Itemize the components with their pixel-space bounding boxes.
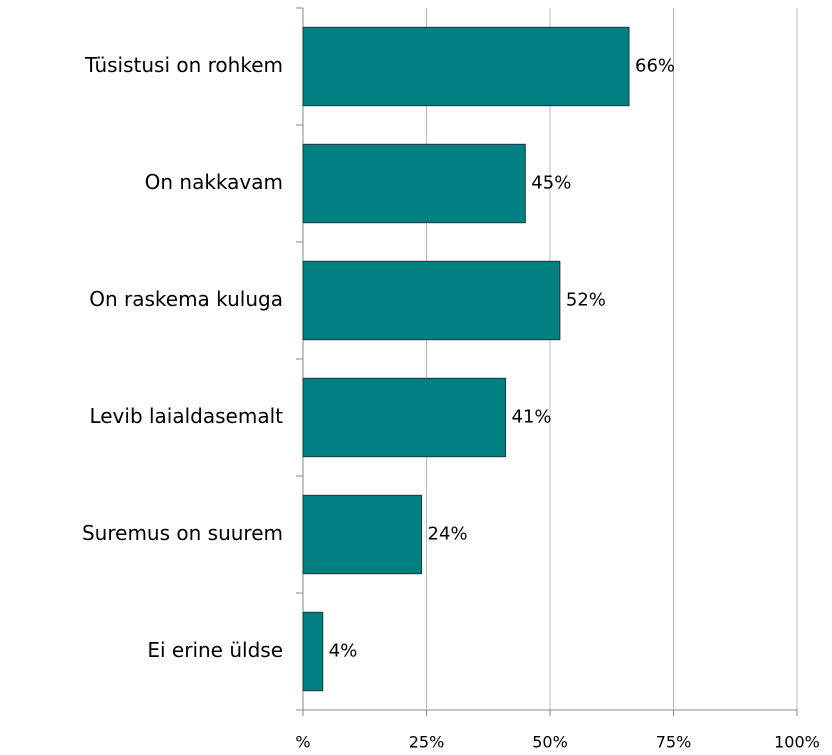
data-label: 24% <box>428 524 468 545</box>
y-tick-label: Suremus on suurem <box>82 521 283 545</box>
bar <box>302 143 526 224</box>
y-tick-label: Levib laialdasemalt <box>89 404 283 428</box>
data-label: 52% <box>566 290 606 311</box>
data-label: 4% <box>329 641 358 662</box>
data-label: 66% <box>635 56 675 77</box>
x-tick-label: % <box>295 733 310 752</box>
bar <box>302 611 324 692</box>
x-tick-label: 100% <box>774 733 820 752</box>
bar <box>302 260 561 341</box>
y-tick-label: Ei erine üldse <box>147 638 283 662</box>
y-tick-label: On raskema kuluga <box>89 287 283 311</box>
bar <box>302 26 630 107</box>
bar <box>302 494 423 575</box>
y-tick-label: Tüsistusi on rohkem <box>84 53 283 77</box>
x-tick-label: 75% <box>656 733 692 752</box>
x-tick-label: 50% <box>532 733 568 752</box>
y-tick-label: On nakkavam <box>145 170 283 194</box>
bar <box>302 377 507 458</box>
data-label: 45% <box>531 173 571 194</box>
data-label: 41% <box>512 407 552 428</box>
x-tick-label: 25% <box>409 733 445 752</box>
